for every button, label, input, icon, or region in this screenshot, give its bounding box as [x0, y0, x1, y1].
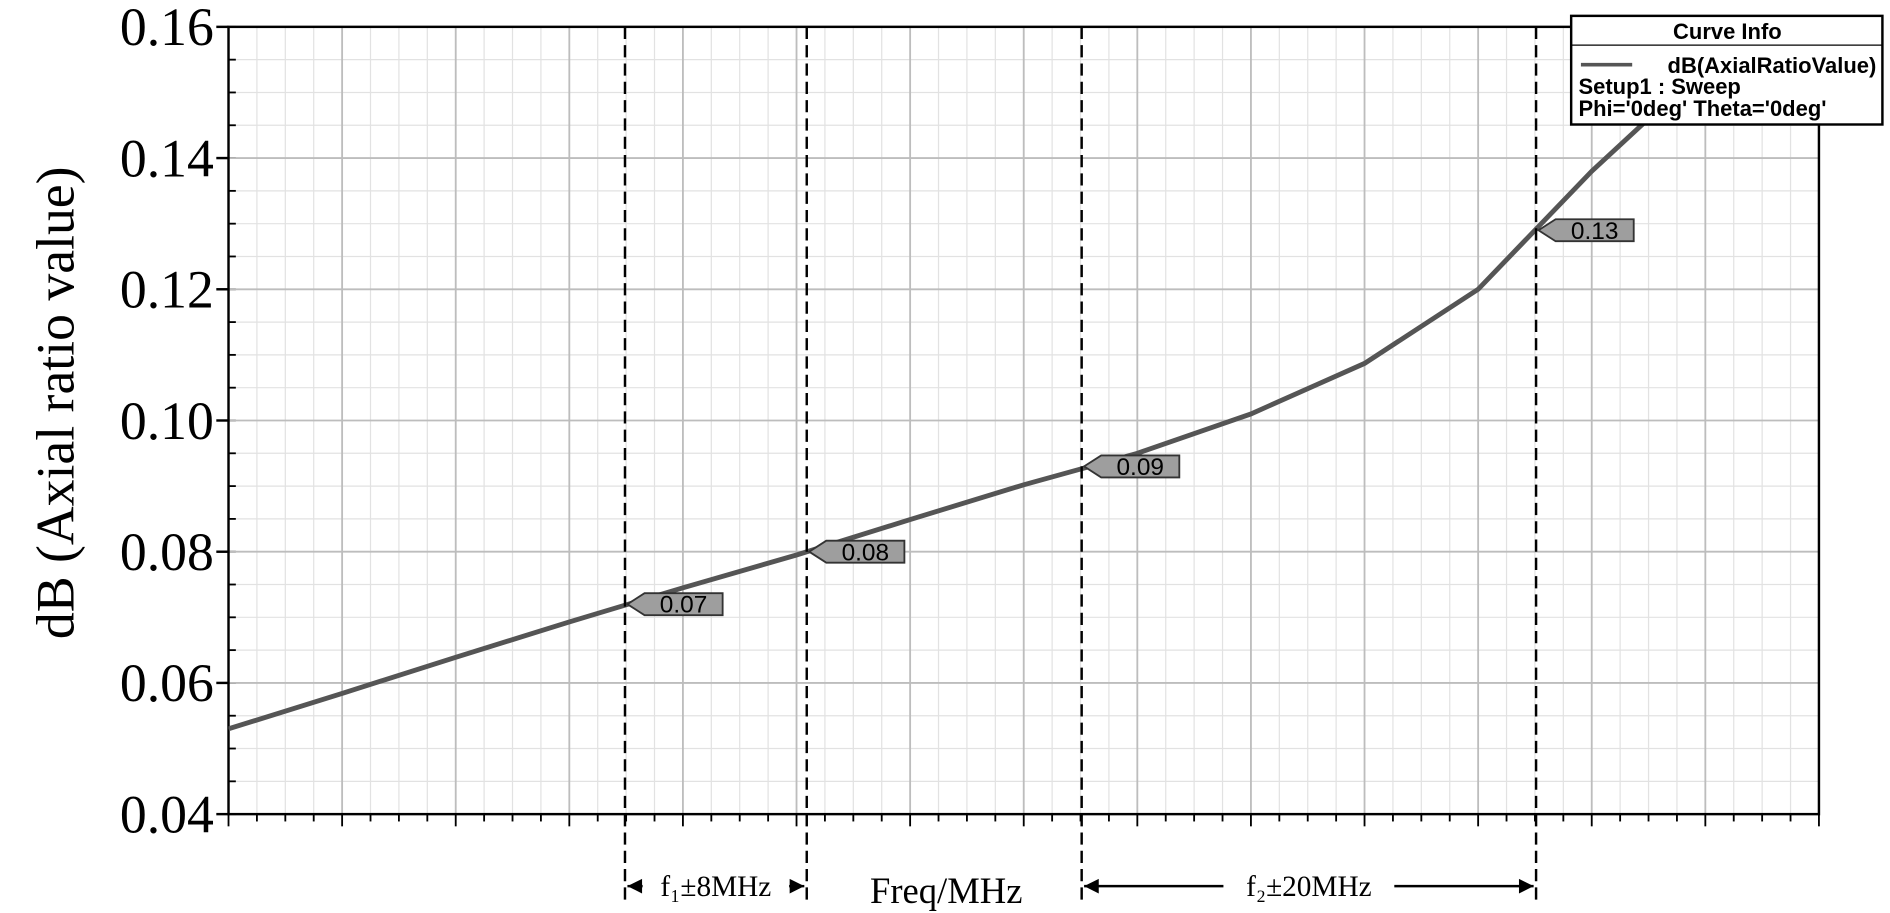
arrow-head [1084, 878, 1099, 894]
y-tick-label: 0.14 [120, 128, 214, 188]
y-tick-label: 0.08 [120, 522, 214, 582]
y-tick-label: 0.10 [120, 391, 214, 451]
arrow-head [627, 878, 643, 894]
marker-flag [1082, 454, 1181, 479]
legend-entry: dB(AxialRatioValue) [1668, 53, 1877, 78]
legend-box [1569, 14, 1884, 126]
grid [216, 25, 1821, 827]
x-axis-label: Freq/MHz [870, 870, 1023, 911]
y-tick-label: 0.04 [120, 784, 214, 844]
y-axis-label: dB (Axial ratio value) [25, 166, 85, 639]
plot-area [228, 26, 1752, 732]
data-line [228, 26, 1752, 732]
marker-label: 0.13 [1571, 218, 1619, 245]
marker-flag [1536, 218, 1635, 243]
marker-label: 0.07 [660, 592, 708, 619]
marker-flag [625, 592, 724, 617]
band-label: f₁±8MHz [660, 871, 771, 903]
arrow-head [789, 878, 805, 894]
legend-title: Curve Info [1673, 19, 1782, 44]
y-tick-label: 0.16 [120, 0, 214, 57]
overlay: 0.07 0.08 0.09 0.13 f₁±8MHz f₂±20MHz Curve Inf… [623, 14, 1884, 903]
y-tick-label: 0.12 [120, 260, 214, 320]
y-tick-label: 0.06 [120, 653, 214, 713]
legend-line: Setup1 : Sweep [1578, 74, 1740, 99]
legend-line: Phi='0deg' Theta='0deg' [1578, 96, 1826, 121]
marker-flag [807, 539, 906, 564]
band-label: f₂±20MHz [1246, 871, 1371, 903]
plot-frame [227, 25, 1821, 816]
marker-label: 0.09 [1116, 454, 1164, 481]
marker-label: 0.08 [842, 539, 890, 566]
arrow-head [1518, 878, 1534, 894]
